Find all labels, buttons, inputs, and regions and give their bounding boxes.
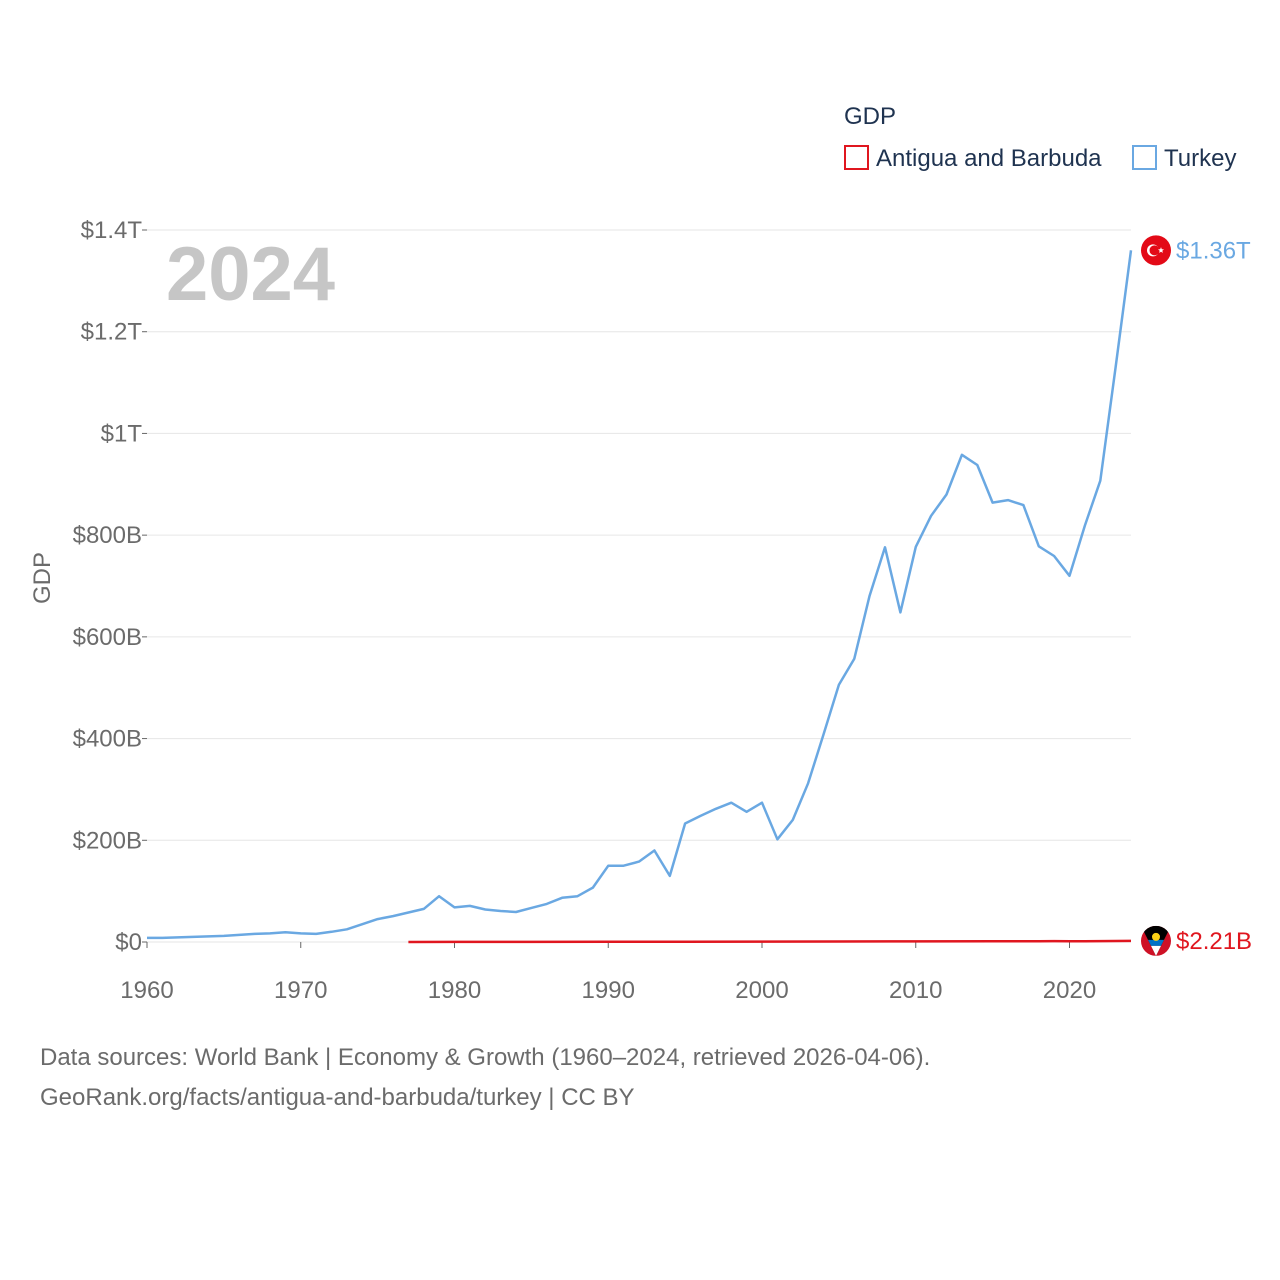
end-label-turkey: $1.36T: [1176, 237, 1251, 264]
footer-link[interactable]: GeoRank.org/facts/antigua-and-barbuda/tu…: [40, 1084, 635, 1111]
series-line-turkey[interactable]: [147, 250, 1133, 940]
y-tick-label: $600B: [73, 624, 142, 651]
antigua-flag-blue-band-icon: [1148, 939, 1164, 946]
x-tick-label: 2000: [735, 977, 788, 1004]
y-tick-label: $1.2T: [81, 319, 143, 346]
end-label-antigua: $2.21B: [1176, 928, 1252, 955]
turkey-flag-star-icon: [1158, 247, 1164, 253]
turkey-flag-crescent-cut-icon: [1149, 245, 1160, 256]
end-marker-turkey: $1.36T: [1141, 235, 1251, 266]
x-tick-label: 2010: [889, 977, 942, 1004]
year-label: 2024: [166, 232, 335, 317]
y-tick-label: $400B: [73, 726, 142, 753]
y-tick-label: $1T: [101, 420, 143, 447]
x-tick-label: 1960: [120, 977, 173, 1004]
y-axis-title: GDP: [29, 552, 56, 604]
x-tick-label: 1970: [274, 977, 327, 1004]
x-tick-label: 2020: [1043, 977, 1096, 1004]
y-tick-label: $0: [115, 929, 142, 956]
legend-label-antigua: Antigua and Barbuda: [876, 145, 1102, 172]
end-marker-antigua: $2.21B: [1141, 925, 1252, 956]
legend-swatch-turkey: [1132, 145, 1157, 170]
legend-item-antigua[interactable]: Antigua and Barbuda: [844, 145, 1102, 172]
x-tick-label: 1980: [428, 977, 481, 1004]
legend-label-turkey: Turkey: [1164, 145, 1236, 172]
footer-sources: Data sources: World Bank | Economy & Gro…: [40, 1044, 931, 1071]
y-tick-label: $200B: [73, 827, 142, 854]
legend-title: GDP: [844, 103, 896, 130]
y-axis: $0 $200B $400B $600B $800B $1T $1.2T $1.4T: [73, 217, 147, 956]
x-axis: 1960 1970 1980 1990 2000 2010 2020: [120, 942, 1096, 1004]
antigua-flag-sun-icon: [1152, 932, 1160, 941]
legend-item-turkey[interactable]: Turkey: [1132, 145, 1236, 172]
x-tick-label: 1990: [582, 977, 635, 1004]
legend-swatch-antigua: [844, 145, 869, 170]
gdp-line-chart: GDP Antigua and Barbuda Turkey GDP $0 $20…: [29, 103, 1252, 1004]
series-line-antigua[interactable]: [408, 939, 1132, 944]
gridlines: [147, 229, 1131, 943]
antigua-flag-white-band-icon: [1151, 945, 1161, 956]
y-tick-label: $800B: [73, 522, 142, 549]
y-tick-label: $1.4T: [81, 217, 143, 244]
